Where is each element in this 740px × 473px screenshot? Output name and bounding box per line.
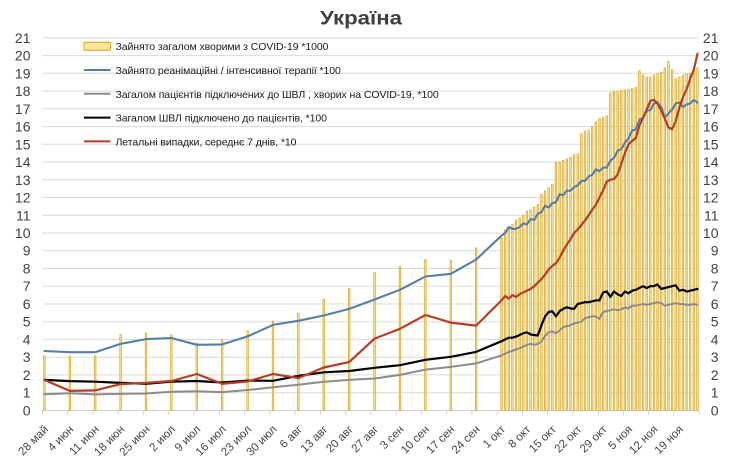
svg-text:19: 19 [703, 65, 719, 81]
svg-text:13: 13 [703, 172, 719, 188]
svg-text:21: 21 [703, 30, 719, 46]
svg-text:4: 4 [23, 331, 31, 347]
svg-text:20: 20 [703, 48, 719, 64]
svg-text:17: 17 [703, 101, 719, 117]
svg-text:6: 6 [23, 296, 31, 312]
svg-text:18: 18 [15, 83, 31, 99]
svg-text:8: 8 [23, 261, 31, 277]
svg-text:9: 9 [23, 243, 31, 259]
svg-text:1: 1 [711, 385, 719, 401]
svg-text:3: 3 [711, 349, 719, 365]
svg-text:2: 2 [711, 367, 719, 383]
svg-text:Загалом ШВЛ підключено до пац: Загалом ШВЛ підключено до пацієнтів, *10… [116, 113, 328, 125]
svg-text:6: 6 [711, 296, 719, 312]
svg-text:1: 1 [23, 385, 31, 401]
svg-text:15: 15 [15, 136, 31, 152]
svg-text:12: 12 [15, 190, 31, 206]
svg-text:14: 14 [15, 154, 31, 170]
svg-text:11: 11 [16, 207, 31, 223]
svg-text:17: 17 [15, 101, 31, 117]
svg-text:11: 11 [704, 207, 719, 223]
svg-text:12: 12 [703, 190, 719, 206]
svg-text:20: 20 [15, 48, 31, 64]
svg-text:3: 3 [23, 349, 31, 365]
svg-text:0: 0 [711, 402, 719, 418]
svg-text:14: 14 [703, 154, 719, 170]
svg-text:7: 7 [23, 278, 31, 294]
svg-text:16: 16 [703, 119, 719, 135]
svg-text:Зайнято загалом хворими з COVI: Зайнято загалом хворими з COVID-19 *1000 [116, 41, 329, 53]
svg-text:5: 5 [23, 314, 31, 330]
svg-text:9: 9 [711, 243, 719, 259]
svg-text:4: 4 [711, 331, 719, 347]
svg-text:10: 10 [703, 225, 719, 241]
svg-text:2: 2 [23, 367, 31, 383]
svg-text:16: 16 [15, 119, 31, 135]
svg-text:Україна: Україна [320, 9, 402, 30]
svg-text:Зайнято реанімаційні / інтенси: Зайнято реанімаційні / інтенсивної терап… [116, 65, 342, 77]
svg-text:5: 5 [711, 314, 719, 330]
svg-text:21: 21 [15, 30, 31, 46]
svg-text:13: 13 [15, 172, 31, 188]
svg-text:18: 18 [703, 83, 719, 99]
svg-text:Летальні випадки, середнє 7 дн: Летальні випадки, середнє 7 днів, *10 [116, 136, 297, 148]
svg-text:Загалом пацієнтів підключених: Загалом пацієнтів підключених до ШВЛ , х… [116, 89, 439, 101]
svg-text:0: 0 [23, 402, 31, 418]
svg-text:8: 8 [711, 261, 719, 277]
svg-text:15: 15 [703, 136, 719, 152]
svg-text:19: 19 [15, 65, 31, 81]
svg-text:7: 7 [711, 278, 719, 294]
svg-text:10: 10 [15, 225, 31, 241]
